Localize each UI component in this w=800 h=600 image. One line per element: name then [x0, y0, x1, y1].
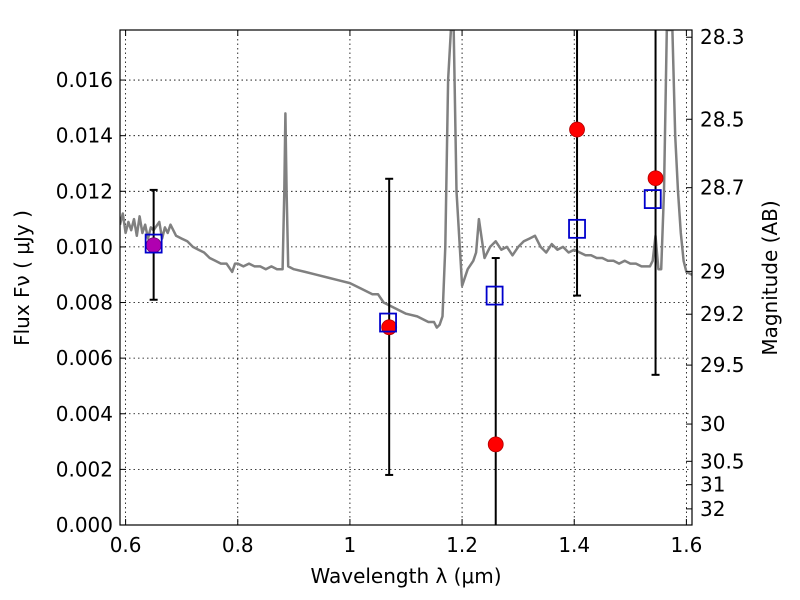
right-tick-label: 30	[700, 412, 725, 436]
x-tick-label: 1	[344, 533, 357, 557]
observed-point	[569, 121, 585, 138]
y-tick-label: 0.014	[56, 124, 113, 148]
y-tick-label: 0.012	[56, 179, 113, 203]
observed-point	[647, 170, 664, 187]
right-tick-label: 30.5	[700, 449, 745, 473]
right-tick-label: 31	[700, 473, 725, 497]
x-tick-label: 0.6	[110, 533, 142, 557]
right-tick-label: 32	[700, 497, 725, 521]
right-tick-label: 29	[700, 259, 725, 283]
y-tick-label: 0.004	[56, 402, 113, 426]
model-photometry-square	[568, 218, 586, 239]
model-photometry-points	[144, 189, 662, 333]
model-photometry-square	[144, 233, 163, 254]
y-tick-label: 0.000	[56, 513, 113, 537]
right-tick-label: 29.2	[700, 302, 745, 326]
x-tick-label: 0.8	[222, 533, 254, 557]
x-tick-label: 1.6	[670, 533, 702, 557]
y-tick-label: 0.006	[56, 346, 113, 370]
x-tick-labels: 0.6 0.8 1 1.2 1.4 1.6	[110, 533, 703, 557]
plot-frame	[119, 29, 693, 526]
model-photometry-square	[643, 189, 662, 209]
model-photometry-square	[485, 285, 504, 306]
y-axis-title: Flux Fν ( μJy )	[10, 210, 34, 346]
observed-point	[145, 237, 162, 254]
model-sed-line	[120, 30, 692, 329]
model-photometry-square	[379, 312, 397, 333]
observed-point	[381, 319, 398, 336]
right-tick-label: 28.3	[700, 25, 745, 49]
plot-area	[120, 30, 692, 525]
y-tick-labels: 0.000 0.002 0.004 0.006 0.008 0.010 0.012 0.014…	[56, 68, 113, 537]
x-tick-label: 1.4	[558, 533, 590, 557]
observed-point	[487, 436, 504, 453]
axis-ticks	[120, 30, 692, 526]
right-tick-label: 28.5	[700, 107, 745, 131]
y-tick-label: 0.010	[56, 235, 113, 259]
right-tick-label: 28.7	[700, 176, 745, 200]
observed-points	[145, 121, 664, 453]
x-axis-title: Wavelength λ (μm)	[310, 564, 501, 588]
y-tick-label: 0.008	[56, 291, 113, 315]
y-tick-label: 0.002	[56, 457, 113, 481]
right-axis-title: Magnitude (AB)	[758, 200, 782, 355]
x-tick-label: 1.2	[446, 533, 478, 557]
right-tick-label: 29.5	[700, 353, 745, 377]
y-tick-label: 0.016	[56, 68, 113, 92]
error-bars	[149, 30, 660, 525]
